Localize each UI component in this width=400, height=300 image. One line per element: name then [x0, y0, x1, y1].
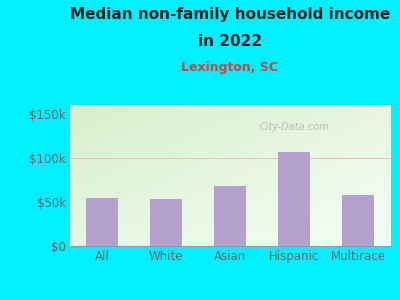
Bar	[214, 186, 246, 246]
Text: in 2022: in 2022	[198, 34, 262, 50]
Text: Median non-family household income: Median non-family household income	[70, 8, 390, 22]
Bar	[150, 199, 182, 246]
Bar	[278, 152, 310, 246]
Bar	[86, 197, 118, 246]
Bar	[342, 195, 374, 246]
Text: Lexington, SC: Lexington, SC	[182, 61, 278, 74]
Text: City-Data.com: City-Data.com	[259, 122, 329, 132]
